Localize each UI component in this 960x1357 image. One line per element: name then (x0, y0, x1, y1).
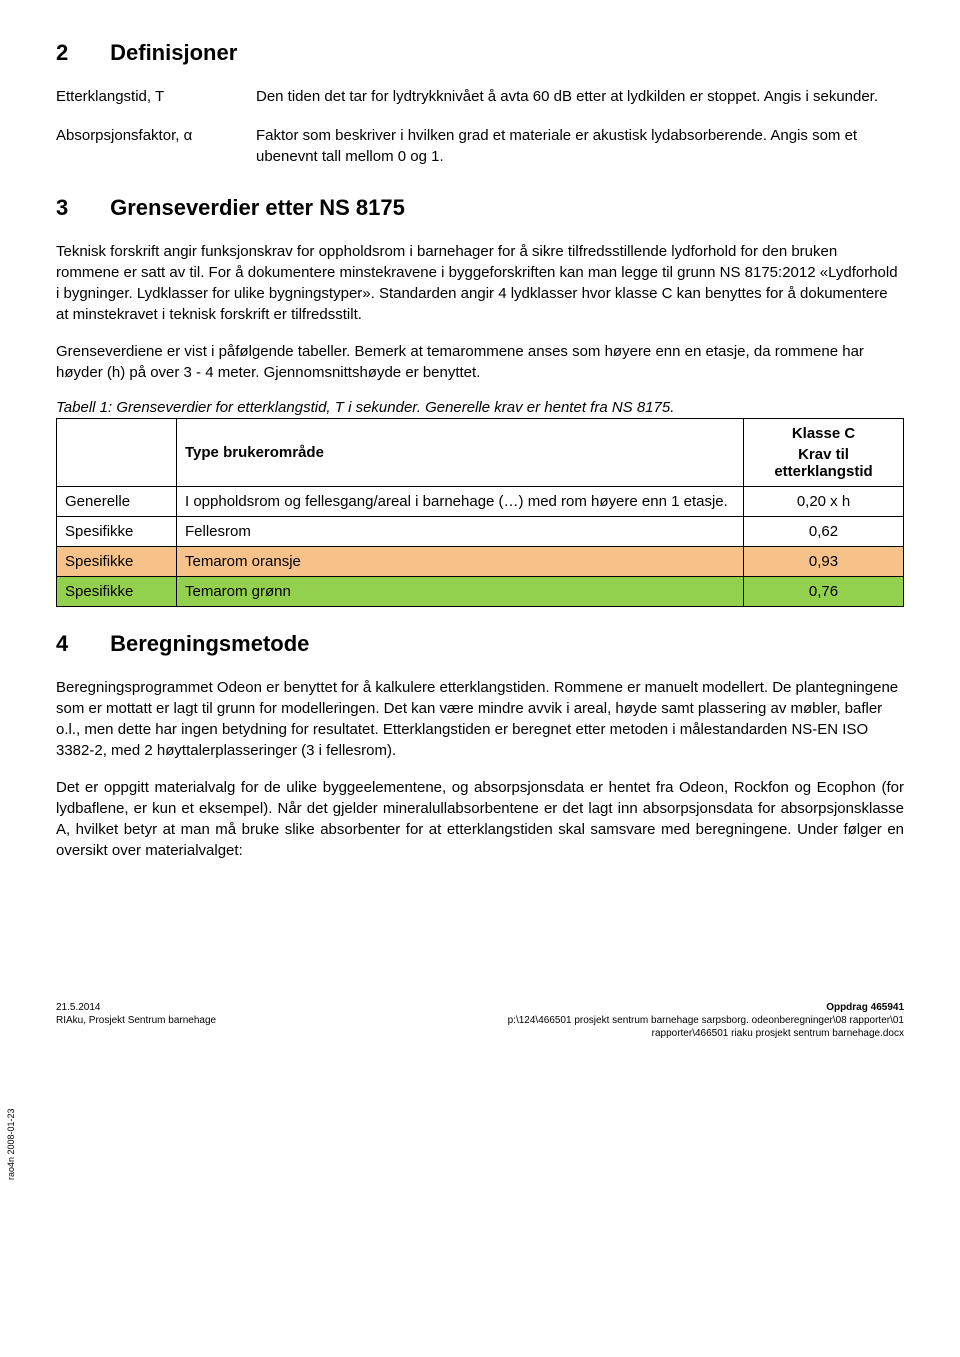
table-cell-description: Temarom grønn (177, 577, 744, 607)
definition-description: Den tiden det tar for lydtrykknivået å a… (256, 86, 904, 107)
footer-right: Oppdrag 465941 p:\124\466501 prosjekt se… (508, 1001, 904, 1040)
side-revision-text: rao4n 2008-01-23 (6, 1108, 16, 1180)
footer-path-1: p:\124\466501 prosjekt sentrum barnehage… (508, 1014, 904, 1027)
footer-path-2: rapporter\466501 riaku prosjekt sentrum … (508, 1027, 904, 1040)
table-cell-value: 0,93 (744, 547, 904, 577)
heading-section-3: 3 Grenseverdier etter NS 8175 (56, 195, 904, 221)
section-4-paragraph: Beregningsprogrammet Odeon er benyttet f… (56, 677, 904, 761)
grenseverdier-table: Type brukerområde Klasse C Krav til ette… (56, 418, 904, 607)
table-row: Spesifikke Fellesrom 0,62 (57, 517, 904, 547)
table-cell-description: Temarom oransje (177, 547, 744, 577)
heading-2-number: 2 (56, 40, 104, 66)
heading-section-4: 4 Beregningsmetode (56, 631, 904, 657)
table-header-empty (57, 419, 177, 487)
footer-left: 21.5.2014 RIAku, Prosjekt Sentrum barneh… (56, 1001, 216, 1040)
table-row: Spesifikke Temarom oransje 0,93 (57, 547, 904, 577)
heading-2-title: Definisjoner (110, 40, 237, 65)
table-header-row: Type brukerområde Klasse C Krav til ette… (57, 419, 904, 487)
table-1-caption: Tabell 1: Grenseverdier for etterklangst… (56, 399, 904, 416)
definitions-block: Etterklangstid, T Den tiden det tar for … (56, 86, 904, 167)
heading-4-number: 4 (56, 631, 104, 657)
heading-section-2: 2 Definisjoner (56, 40, 904, 66)
heading-3-title: Grenseverdier etter NS 8175 (110, 195, 405, 220)
table-header-klasse: Klasse C Krav til etterklangstid (744, 419, 904, 487)
table-cell-description: Fellesrom (177, 517, 744, 547)
table-row: Generelle I oppholdsrom og fellesgang/ar… (57, 487, 904, 517)
heading-4-title: Beregningsmetode (110, 631, 309, 656)
table-cell-category: Spesifikke (57, 577, 177, 607)
table-header-krav-label: Krav til etterklangstid (752, 446, 895, 480)
heading-3-number: 3 (56, 195, 104, 221)
footer-oppdrag: Oppdrag 465941 (508, 1001, 904, 1014)
table-cell-value: 0,62 (744, 517, 904, 547)
table-row: Spesifikke Temarom grønn 0,76 (57, 577, 904, 607)
page-footer: 21.5.2014 RIAku, Prosjekt Sentrum barneh… (56, 1001, 904, 1040)
table-cell-description: I oppholdsrom og fellesgang/areal i barn… (177, 487, 744, 517)
footer-project: RIAku, Prosjekt Sentrum barnehage (56, 1014, 216, 1027)
definition-term: Absorpsjonsfaktor, α (56, 125, 256, 167)
footer-date: 21.5.2014 (56, 1001, 216, 1014)
table-cell-category: Generelle (57, 487, 177, 517)
table-cell-value: 0,20 x h (744, 487, 904, 517)
definition-term: Etterklangstid, T (56, 86, 256, 107)
table-header-type: Type brukerområde (177, 419, 744, 487)
section-3-paragraph: Teknisk forskrift angir funksjonskrav fo… (56, 241, 904, 325)
definition-row: Etterklangstid, T Den tiden det tar for … (56, 86, 904, 107)
table-cell-category: Spesifikke (57, 547, 177, 577)
definition-description: Faktor som beskriver i hvilken grad et m… (256, 125, 904, 167)
table-cell-category: Spesifikke (57, 517, 177, 547)
document-page: 2 Definisjoner Etterklangstid, T Den tid… (0, 0, 960, 1070)
section-3-paragraph: Grenseverdiene er vist i påfølgende tabe… (56, 341, 904, 383)
table-cell-value: 0,76 (744, 577, 904, 607)
definition-row: Absorpsjonsfaktor, α Faktor som beskrive… (56, 125, 904, 167)
table-header-klasse-label: Klasse C (752, 425, 895, 442)
section-4-paragraph: Det er oppgitt materialvalg for de ulike… (56, 777, 904, 861)
